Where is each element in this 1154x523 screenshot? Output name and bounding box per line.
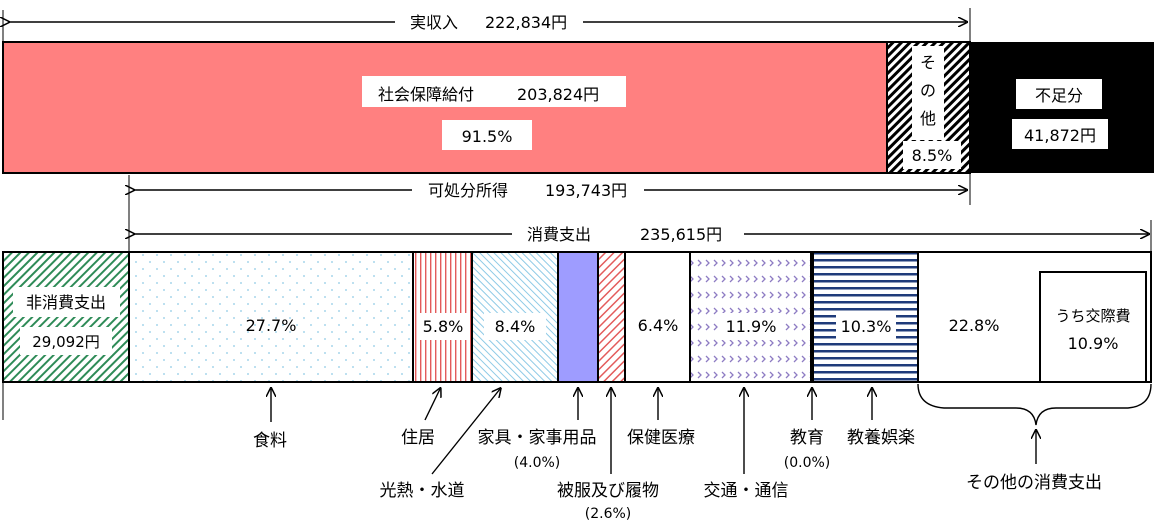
segment-medical	[624, 251, 691, 383]
pointer-housing	[424, 389, 440, 421]
pct-education: (0.0%)	[784, 455, 831, 471]
label-clothing: 被服及び履物	[557, 481, 659, 501]
social-expense-box	[1039, 271, 1147, 383]
pct-transport: 11.9%	[726, 317, 777, 336]
segment-furniture	[557, 251, 599, 383]
pct-utilities: 8.4%	[495, 317, 536, 336]
social-expense-pct: 10.9%	[1068, 334, 1119, 353]
shortfall-value: 41,872円	[1024, 126, 1096, 145]
label-housing: 住居	[401, 428, 435, 448]
social-security-label: 社会保障給付	[378, 85, 474, 104]
label-transport: 交通・通信	[704, 481, 789, 501]
pct-other-consumption: 22.8%	[949, 316, 1000, 335]
label-recreation: 教養娯楽	[847, 428, 915, 448]
other-income-label-3: 他	[920, 109, 936, 128]
segment-clothing	[597, 251, 626, 383]
consumption-label: 消費支出	[527, 225, 591, 244]
shortfall-label: 不足分	[1035, 86, 1083, 105]
social-security-segment	[2, 41, 888, 174]
consumption-value: 235,615円	[640, 225, 722, 244]
label-furniture: 家具・家事用品	[478, 428, 597, 448]
pct-clothing: (2.6%)	[585, 506, 632, 522]
other-consumption-brace	[917, 383, 1152, 426]
label-medical: 保健医療	[627, 428, 695, 448]
other-income-label-1: そ	[920, 53, 936, 72]
social-security-pct: 91.5%	[462, 127, 513, 146]
pct-food: 27.7%	[246, 316, 297, 335]
social-security-value: 203,824円	[517, 85, 599, 104]
actual-income-label: 実収入	[410, 13, 458, 32]
pct-housing: 5.8%	[423, 317, 464, 336]
label-food: 食料	[253, 431, 287, 451]
nonconsumption-label: 非消費支出	[26, 293, 106, 312]
pct-furniture: (4.0%)	[514, 455, 561, 471]
label-utilities: 光熱・水道	[380, 481, 465, 501]
pointer-utilities	[431, 389, 500, 475]
disposable-label: 可処分所得	[428, 181, 508, 200]
label-education: 教育	[790, 428, 824, 448]
other-income-pct: 8.5%	[912, 146, 953, 165]
social-expense-label: うち交際費	[1055, 307, 1130, 325]
pct-recreation: 10.3%	[841, 317, 892, 336]
disposable-value: 193,743円	[545, 181, 627, 200]
pct-medical: 6.4%	[638, 316, 679, 335]
nonconsumption-value: 29,092円	[32, 333, 100, 351]
label-other-consumption: その他の消費支出	[966, 473, 1102, 493]
actual-income-value: 222,834円	[485, 13, 567, 32]
other-income-label-2: の	[920, 81, 936, 100]
